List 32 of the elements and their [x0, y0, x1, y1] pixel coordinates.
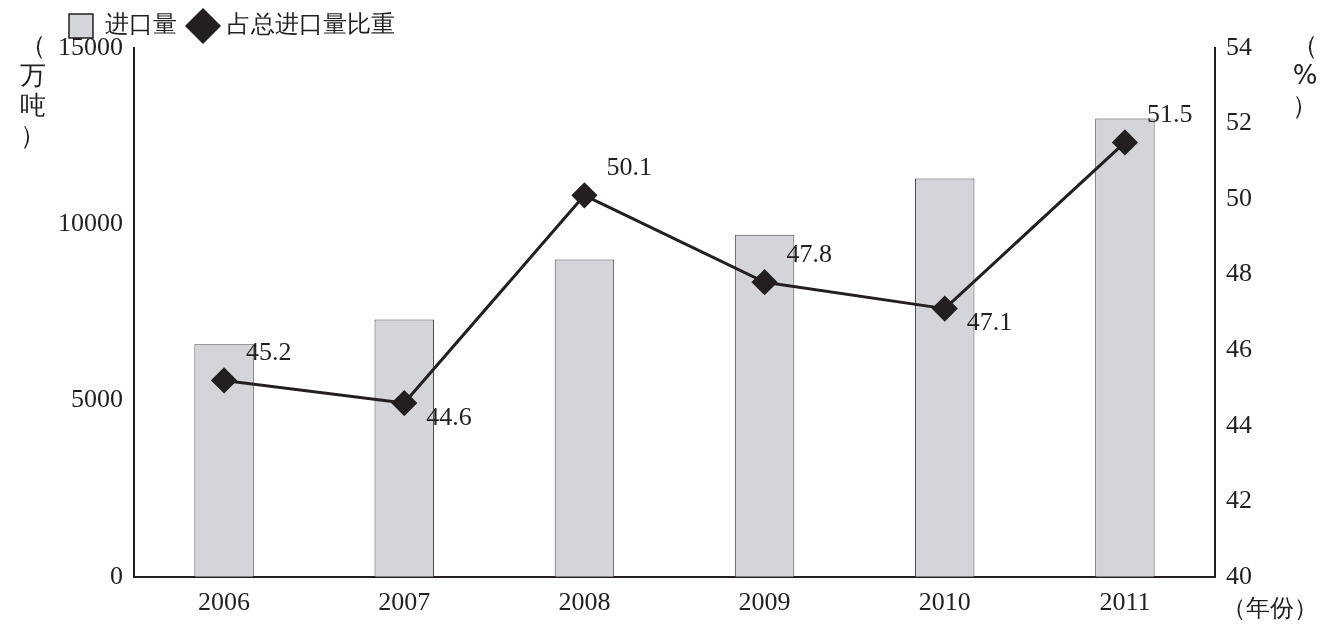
x-tick-label: 2007: [378, 587, 431, 617]
y2-axis-title: （%）: [1291, 30, 1319, 120]
x-tick-label: 2008: [558, 587, 611, 617]
point: [391, 390, 417, 416]
point: [571, 182, 597, 208]
x-tick-label: 2011: [1099, 587, 1151, 617]
data-label: 45.2: [246, 337, 292, 367]
y2-tick-label: 44: [1226, 409, 1252, 439]
data-label: 50.1: [606, 152, 652, 182]
point: [211, 367, 237, 393]
point: [1112, 129, 1138, 155]
x-tick-label: 2010: [918, 587, 971, 617]
y2-tick-label: 42: [1226, 485, 1252, 515]
data-label: 51.5: [1146, 99, 1193, 129]
x-tick-label: 2006: [198, 587, 251, 617]
y2-tick-label: 40: [1226, 560, 1252, 590]
y2-tick-label: 48: [1226, 258, 1252, 288]
y2-tick-label: 52: [1226, 107, 1252, 137]
point: [932, 296, 958, 322]
legend-label: 占总进口量比重: [227, 10, 395, 39]
y2-tick-label: 50: [1226, 182, 1252, 212]
x-tick-label: 2009: [738, 587, 791, 617]
y2-tick-label: 46: [1226, 334, 1252, 363]
x-axis-title: （年份）: [1222, 593, 1318, 624]
data-label: 47.8: [786, 239, 833, 269]
y-tick-label: 10000: [58, 208, 123, 238]
y2-tick-label: 54: [1226, 31, 1252, 61]
y-tick-label: 0: [110, 560, 123, 590]
y-tick-label: 5000: [71, 384, 123, 414]
y-axis-title: （万吨）: [19, 30, 47, 150]
data-label: 47.1: [966, 307, 1013, 337]
point: [752, 269, 778, 295]
